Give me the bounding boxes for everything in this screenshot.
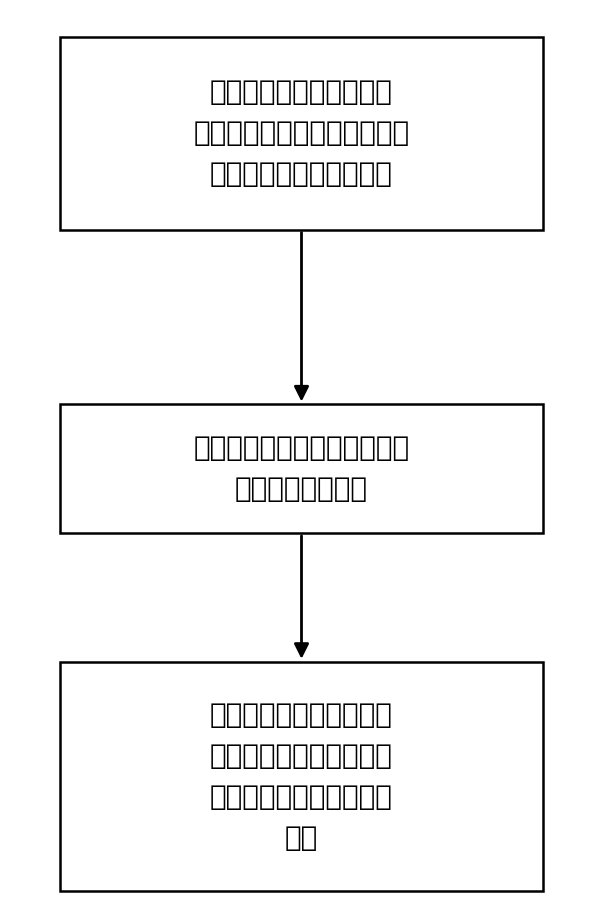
FancyBboxPatch shape: [60, 404, 543, 533]
FancyBboxPatch shape: [60, 662, 543, 891]
Text: 采集车内需求温度、车外
环境温度、车内环境温度、压
缩机频率和空调高压压力: 采集车内需求温度、车外 环境温度、车内环境温度、压 缩机频率和空调高压压力: [194, 78, 409, 188]
Text: 根据温度差值、车外环境
温度、压缩机频率和空调
高压压力控制冷凝风扇的
转速: 根据温度差值、车外环境 温度、压缩机频率和空调 高压压力控制冷凝风扇的 转速: [210, 701, 393, 852]
Text: 根据车内环境温度与车内需求
温度计算温度差值: 根据车内环境温度与车内需求 温度计算温度差值: [194, 434, 409, 504]
FancyBboxPatch shape: [60, 37, 543, 230]
